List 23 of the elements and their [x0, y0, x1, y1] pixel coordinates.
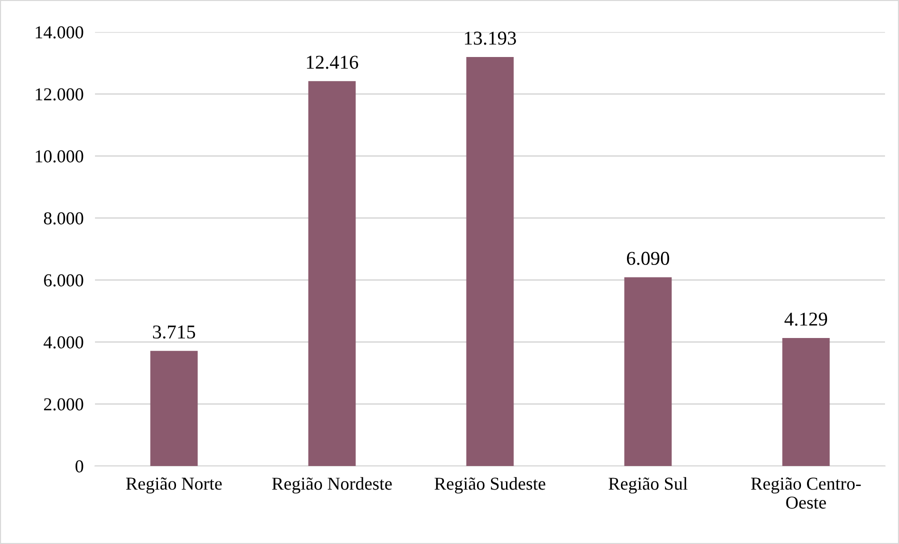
- y-tick-label: 8.000: [44, 212, 84, 225]
- bar: [466, 57, 514, 466]
- y-tick-label: 10.000: [36, 150, 84, 163]
- bar: [782, 338, 830, 466]
- y-tick-label: 14.000: [36, 26, 84, 39]
- bar: [624, 277, 672, 466]
- bar: [150, 350, 198, 466]
- data-label: 3.715: [153, 325, 196, 339]
- x-tick-label: Região Nordeste: [272, 477, 392, 494]
- y-tick-label: 0: [76, 460, 84, 472]
- y-tick-label: 12.000: [36, 88, 84, 101]
- y-tick-label: 6.000: [44, 274, 84, 287]
- y-tick-label: 2.000: [44, 398, 84, 411]
- data-label: 13.193: [464, 32, 516, 45]
- x-tick-label: Região Sudeste: [434, 477, 546, 494]
- data-label: 12.416: [306, 56, 358, 69]
- x-tick-label: Região Centro- Oeste: [751, 477, 861, 509]
- x-tick-label: Região Norte: [126, 477, 222, 494]
- data-label: 4.129: [784, 312, 828, 326]
- data-label: 6.090: [626, 252, 670, 266]
- x-tick-label: Região Sul: [608, 477, 688, 494]
- bar: [308, 81, 356, 466]
- y-tick-label: 4.000: [44, 336, 84, 349]
